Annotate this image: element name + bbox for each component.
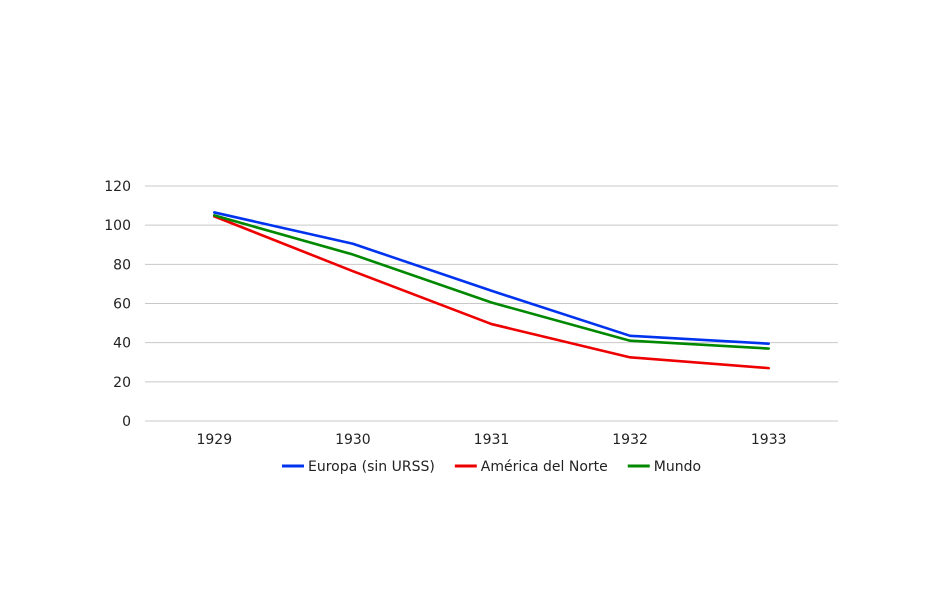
- gridlines: [145, 185, 838, 422]
- y-tick-label: 40: [113, 336, 131, 352]
- y-axis: 0 20 40 60 80 100 120: [104, 179, 131, 430]
- series-line-1: [213, 215, 771, 370]
- legend-label: Europa (sin URSS): [308, 459, 435, 475]
- series-line-0: [213, 211, 771, 345]
- legend: Europa (sin URSS) América del Norte Mundo: [281, 459, 701, 475]
- legend-label: América del Norte: [481, 459, 608, 475]
- y-tick-label: 100: [104, 218, 131, 234]
- x-tick-label: 1931: [474, 432, 510, 448]
- legend-label: Mundo: [654, 459, 701, 475]
- legend-item-1: América del Norte: [454, 459, 608, 475]
- series-lines: [213, 211, 771, 370]
- x-tick-label: 1929: [196, 432, 232, 448]
- x-tick-label: 1932: [612, 432, 648, 448]
- y-tick-label: 120: [104, 179, 131, 195]
- y-tick-label: 20: [113, 375, 131, 391]
- series-line-2: [213, 214, 771, 350]
- legend-item-0: Europa (sin URSS): [281, 459, 435, 475]
- y-tick-label: 60: [113, 297, 131, 313]
- y-tick-label: 80: [113, 257, 131, 273]
- x-tick-label: 1933: [751, 432, 787, 448]
- x-axis: 1929 1930 1931 1932 1933: [196, 432, 786, 448]
- legend-item-2: Mundo: [627, 459, 701, 475]
- y-tick-label: 0: [122, 414, 131, 430]
- x-tick-label: 1930: [335, 432, 371, 448]
